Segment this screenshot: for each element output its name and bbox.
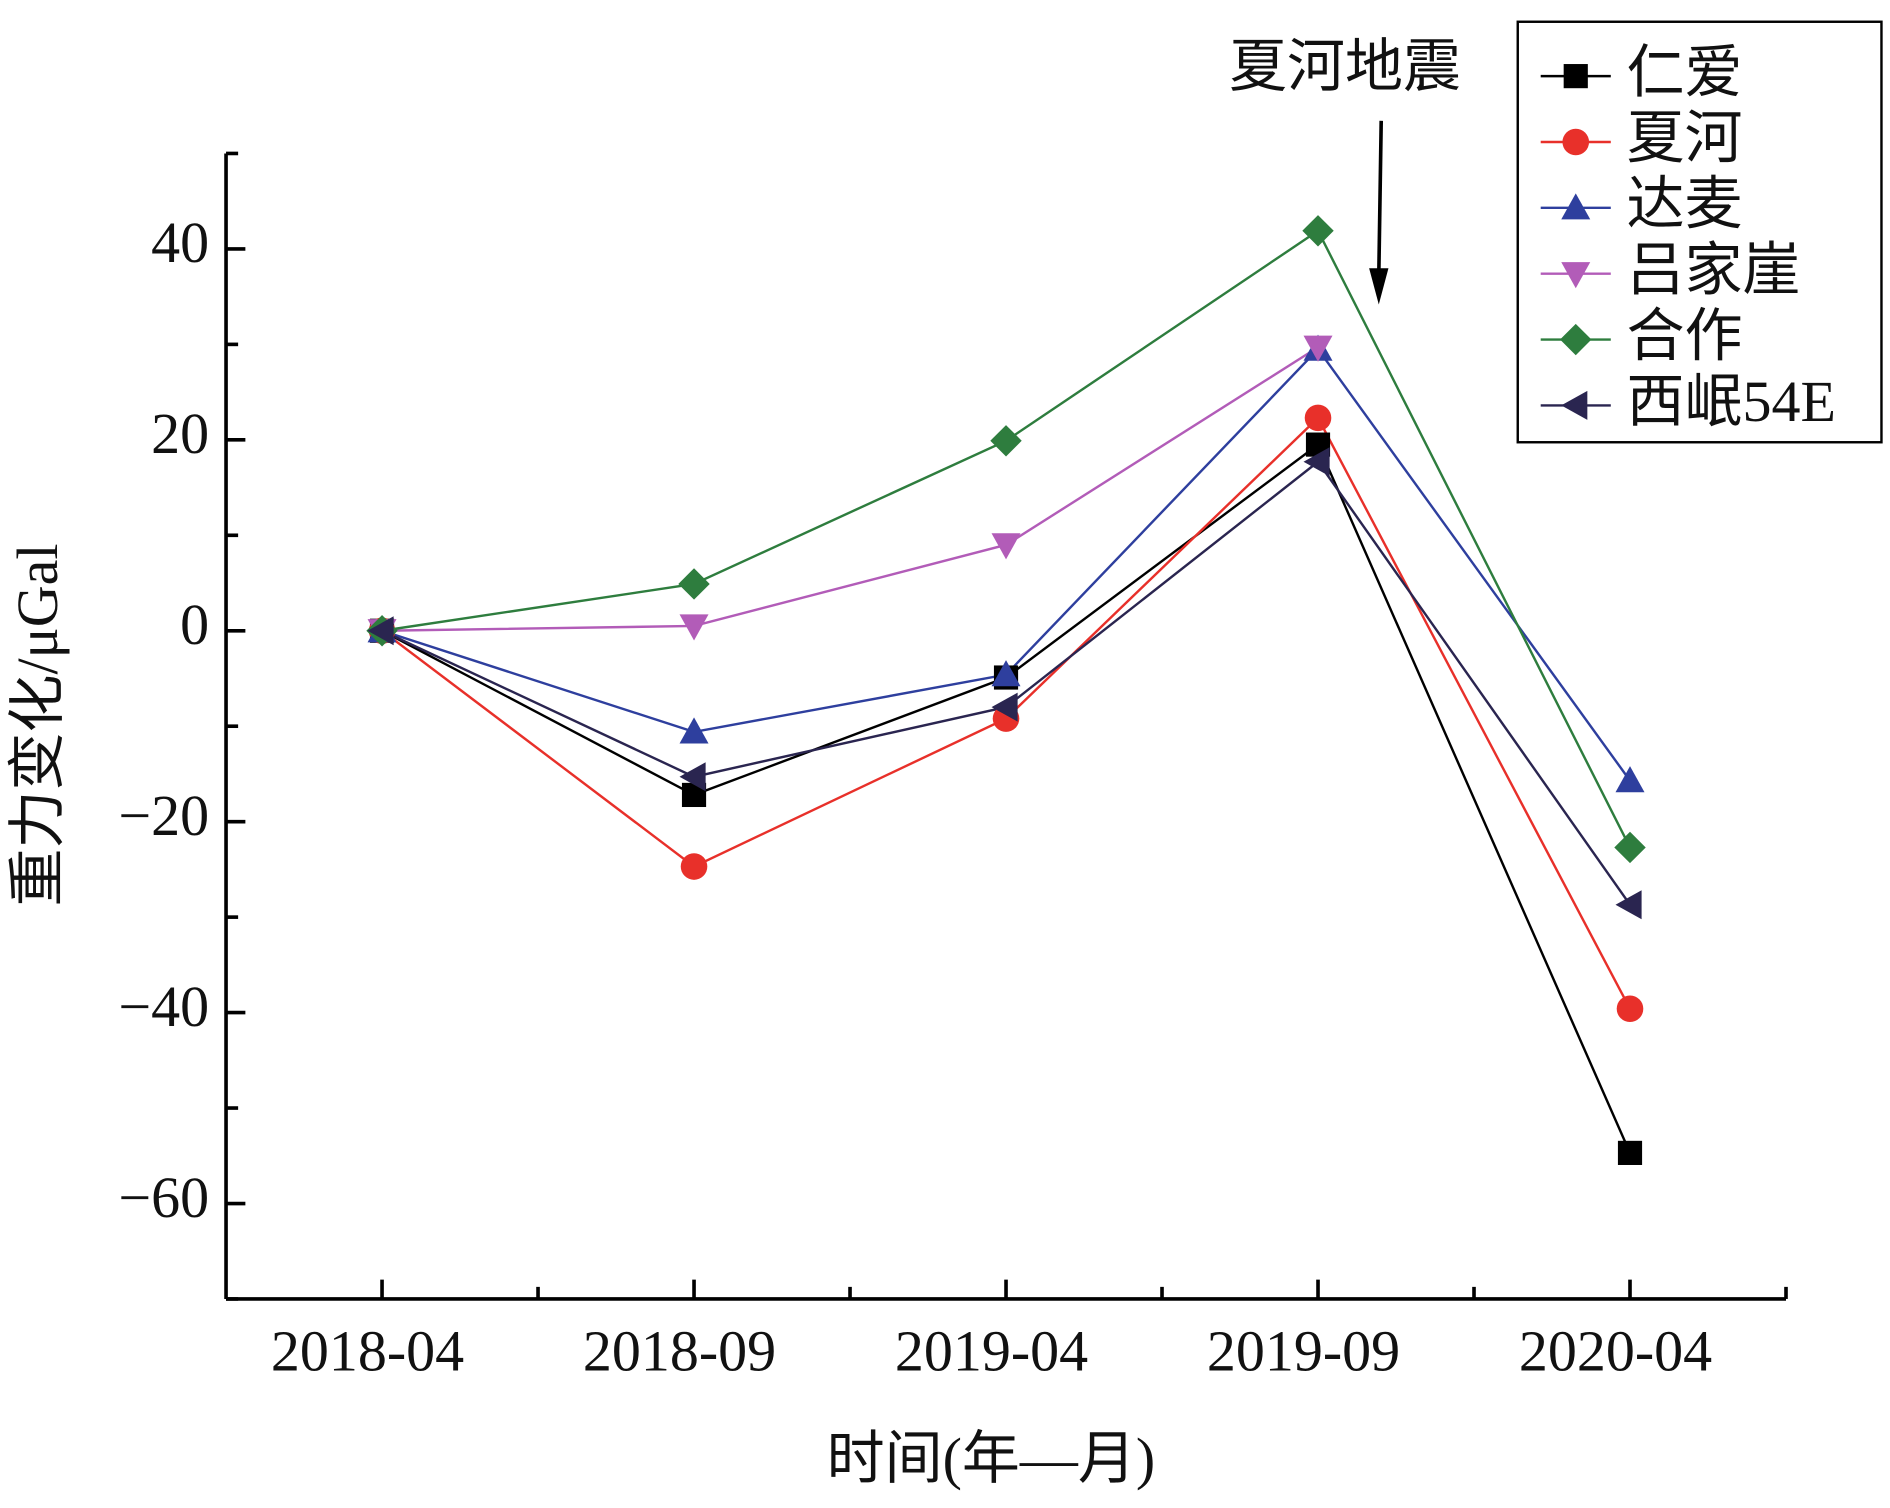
marker (1303, 447, 1330, 477)
marker (1615, 890, 1642, 920)
x-tick-label: 2018-09 (583, 1318, 776, 1383)
marker (679, 762, 706, 792)
x-tick-label: 2020-04 (1519, 1318, 1712, 1383)
marker (1303, 335, 1333, 362)
y-tick-label: −20 (118, 783, 209, 848)
marker (678, 568, 710, 600)
marker (679, 717, 709, 744)
marker (1561, 262, 1591, 289)
x-tick-label: 2019-09 (1207, 1318, 1400, 1383)
x-tick-label: 2019-04 (895, 1318, 1088, 1383)
y-tick-label: 20 (151, 401, 209, 466)
marker (1561, 390, 1588, 420)
legend-label: 仁爱 (1627, 40, 1743, 105)
y-tick-label: 0 (180, 592, 209, 657)
y-tick-label: −40 (118, 974, 209, 1039)
annotation: 夏河地震 (1229, 34, 1461, 99)
marker (1563, 64, 1588, 89)
x-tick-label: 2018-04 (271, 1318, 464, 1383)
x-axis-label: 时间(年—月) (827, 1426, 1156, 1491)
marker (1614, 831, 1646, 864)
legend-box (1516, 20, 1883, 444)
marker (1617, 1140, 1643, 1165)
legend-label: 夏河 (1627, 106, 1743, 171)
annotation-arrowhead (1369, 268, 1389, 305)
marker (991, 692, 1018, 722)
marker (1302, 215, 1334, 247)
marker (1561, 193, 1591, 220)
y-tick-label: −60 (118, 1165, 209, 1230)
y-tick-label: 40 (151, 210, 209, 275)
marker (1304, 404, 1332, 432)
marker (680, 853, 708, 880)
marker (1562, 128, 1590, 156)
marker (1616, 995, 1644, 1023)
marker (991, 533, 1021, 560)
marker (990, 425, 1022, 457)
series-line (382, 346, 1319, 632)
legend-label: 西岷54E (1627, 369, 1836, 434)
marker (991, 660, 1021, 687)
marker (679, 614, 709, 641)
legend-label: 合作 (1627, 303, 1743, 368)
marker (1615, 766, 1645, 793)
legend-label: 吕家崖 (1627, 237, 1801, 302)
marker (367, 616, 394, 646)
y-axis-label: 重力变化/μGal (5, 544, 70, 907)
legend-label: 达麦 (1627, 172, 1743, 237)
annotation-arrow (1376, 120, 1384, 276)
